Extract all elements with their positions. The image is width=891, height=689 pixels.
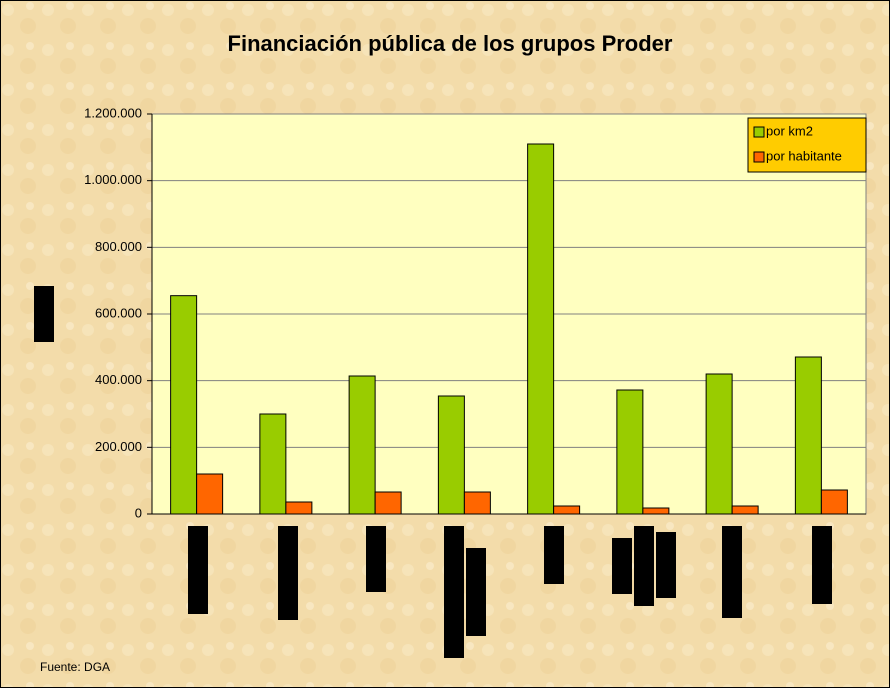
legend-label: por habitante — [766, 148, 842, 163]
y-tick-label: 1.200.000 — [84, 105, 142, 120]
bar — [616, 389, 644, 515]
legend-swatch — [753, 126, 765, 138]
legend-label: por km2 — [766, 123, 813, 138]
bar — [196, 473, 224, 515]
y-tick-label: 0 — [135, 505, 142, 520]
bar — [374, 491, 402, 515]
bar — [705, 373, 733, 515]
source: Fuente: DGA — [40, 660, 110, 674]
bar — [553, 505, 581, 515]
bar — [527, 143, 555, 515]
bar — [285, 501, 313, 515]
bar — [731, 505, 759, 515]
bar — [259, 413, 287, 515]
bar — [463, 491, 491, 515]
legend-box — [747, 117, 867, 173]
bar — [794, 356, 822, 515]
y-tick-label: 800.000 — [95, 239, 142, 254]
y-tick-label: 600.000 — [95, 305, 142, 320]
bar — [348, 375, 376, 515]
legend-swatch — [753, 151, 765, 163]
redactions — [34, 286, 832, 658]
chart-title: Financiación pública de los grupos Prode… — [228, 31, 673, 56]
y-tick-label: 400.000 — [95, 372, 142, 387]
bar — [642, 507, 670, 515]
y-tick-label: 200.000 — [95, 439, 142, 454]
y-tick-label: 1.000.000 — [84, 172, 142, 187]
bar — [170, 295, 198, 515]
bar — [437, 395, 465, 515]
bar — [820, 489, 848, 515]
